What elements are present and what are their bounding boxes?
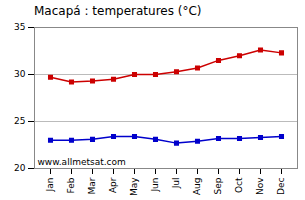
svg-text:Dec: Dec	[276, 177, 286, 194]
svg-text:30: 30	[14, 69, 26, 79]
svg-text:Jun: Jun	[150, 178, 160, 193]
svg-text:Aug: Aug	[192, 178, 202, 196]
html-text:Macapá : temperatures (°C): Macapá : temperatures (°C)	[34, 4, 202, 18]
svg-text:Apr: Apr	[108, 177, 118, 193]
svg-text:Jan: Jan	[45, 178, 55, 193]
svg-text:Feb: Feb	[66, 177, 76, 193]
svg-text:Jul: Jul	[171, 178, 181, 190]
svg-text:Nov: Nov	[255, 177, 265, 195]
svg-text:Mar: Mar	[87, 177, 97, 194]
svg-text:20: 20	[14, 163, 26, 173]
svg-text:www.allmetsat.com: www.allmetsat.com	[38, 157, 126, 167]
svg-text:25: 25	[14, 116, 25, 126]
svg-text:35: 35	[14, 22, 25, 32]
svg-text:Sep: Sep	[213, 177, 223, 194]
svg-text:May: May	[129, 177, 139, 196]
svg-text:Oct: Oct	[234, 177, 244, 193]
